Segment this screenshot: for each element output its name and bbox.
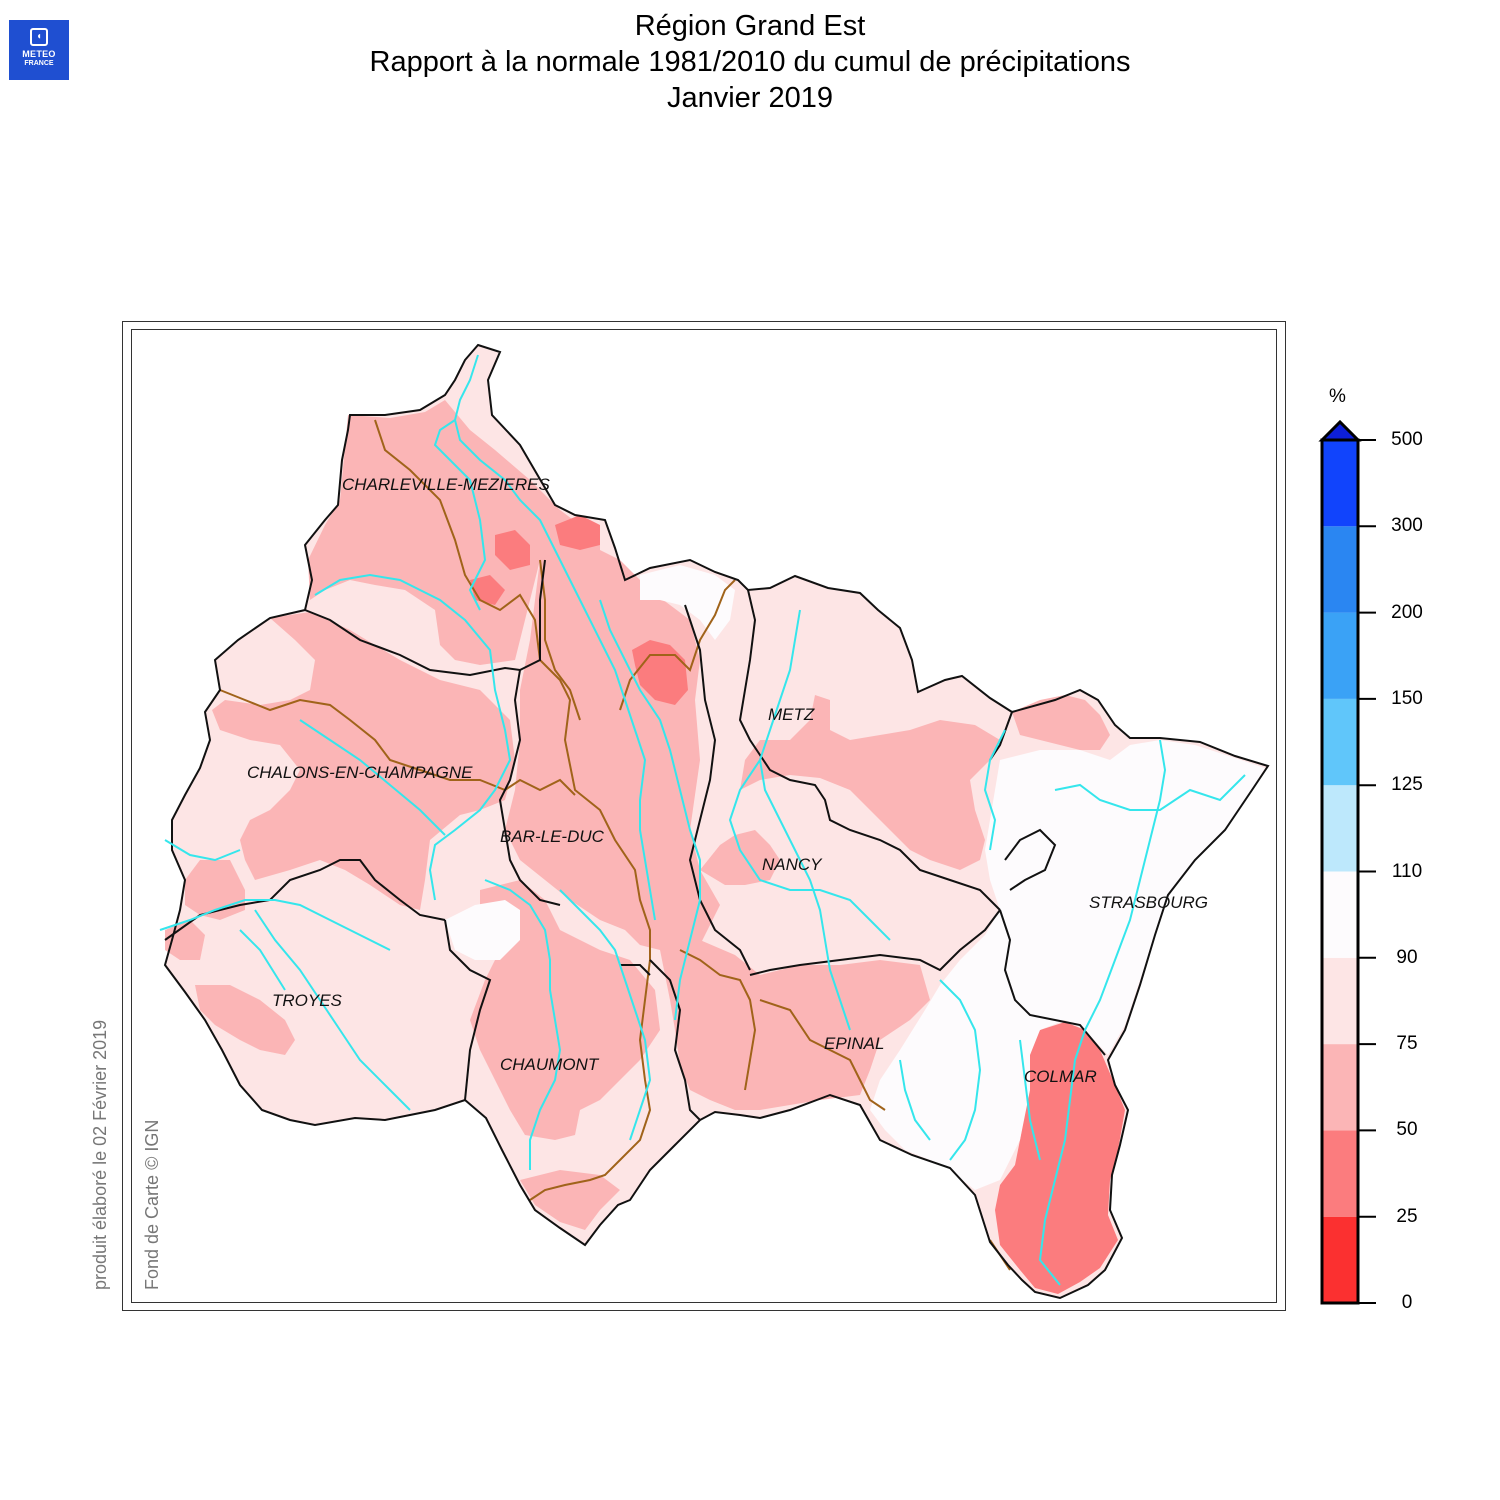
legend-class-25-50 — [1322, 1130, 1358, 1217]
legend-tick-label: 500 — [1391, 429, 1423, 450]
legend-tick-label: 200 — [1391, 601, 1423, 623]
legend-overflow-triangle — [1318, 419, 1362, 442]
legend-class-300-500 — [1322, 440, 1358, 527]
legend-class-0-25 — [1322, 1216, 1358, 1303]
map-title-period: Janvier 2019 — [666, 82, 834, 114]
department-boundaries — [163, 343, 1270, 1300]
legend-class-110-125 — [1322, 785, 1358, 872]
city-label-charleville-mezieres: CHARLEVILLE-MEZIERES — [342, 475, 550, 494]
legend-colorbar — [1318, 419, 1376, 1305]
logo-text-line2: FRANCE — [24, 60, 54, 67]
basin-boundaries — [219, 419, 1011, 1271]
meteo-france-logo: ◖ METEO FRANCE — [9, 20, 69, 80]
legend-tick-label: 110 — [1391, 860, 1423, 882]
legend-tick-label: 25 — [1396, 1205, 1418, 1227]
city-label-metz: METZ — [768, 705, 815, 724]
city-label-colmar: COLMAR — [1024, 1067, 1097, 1086]
legend-tick-label: 300 — [1391, 515, 1423, 537]
city-label-troyes: TROYES — [272, 991, 342, 1010]
city-label-epinal: EPINAL — [824, 1034, 885, 1053]
basemap-credit: Fond de Carte © IGN — [142, 1119, 162, 1290]
production-date-note: produit élaboré le 02 Février 2019 — [90, 1019, 110, 1290]
legend-tick-label: 90 — [1396, 946, 1418, 968]
class-50-75-areas — [165, 400, 1110, 1230]
map-frame-outer — [122, 321, 1286, 1311]
city-label-strasbourg: STRASBOURG — [1089, 893, 1209, 912]
city-label-bar-le-duc: BAR-LE-DUC — [500, 827, 604, 846]
legend-class-200-300 — [1322, 526, 1358, 613]
legend-tick-label: 150 — [1391, 687, 1423, 709]
legend-tick-label: 75 — [1396, 1033, 1418, 1055]
map-title-block: Région Grand Est Rapport à la normale 19… — [0, 8, 1500, 116]
legend-tick-label: 0 — [1401, 1292, 1413, 1313]
legend-class-125-150 — [1322, 698, 1358, 786]
legend-class-90-110 — [1322, 871, 1358, 958]
map-title-region: Région Grand Est — [634, 10, 866, 42]
legend-class-75-90 — [1322, 957, 1358, 1045]
city-label-nancy: NANCY — [762, 855, 822, 874]
map-title-description: Rapport à la normale 1981/2010 du cumul … — [369, 46, 1131, 78]
legend-unit-label: % — [1329, 386, 1346, 407]
logo-text-line1: METEO — [22, 49, 56, 59]
legend-class-50-75 — [1322, 1044, 1358, 1131]
legend-tick-label: 50 — [1396, 1119, 1418, 1141]
legend-class-150-200 — [1322, 612, 1358, 699]
city-label-chaumont: CHAUMONT — [500, 1055, 599, 1074]
rivers — [159, 354, 1246, 1286]
city-label-chalons-en-champagne: CHALONS-EN-CHAMPAGNE — [247, 763, 473, 782]
map-frame-inner — [131, 329, 1277, 1303]
legend-tick-label: 125 — [1391, 774, 1423, 796]
logo-mark-icon: ◖ — [30, 28, 48, 46]
